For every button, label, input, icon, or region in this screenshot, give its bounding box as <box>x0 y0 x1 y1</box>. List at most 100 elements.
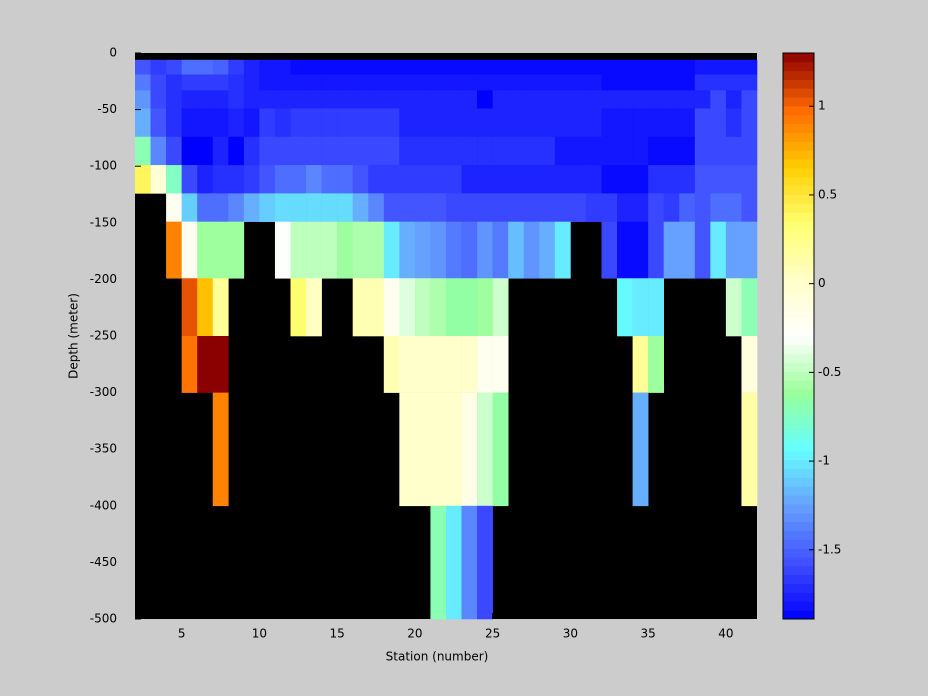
heatmap-cell <box>663 193 680 222</box>
heatmap-cell <box>523 108 540 138</box>
colorbar-step <box>783 344 814 355</box>
heatmap-cell <box>741 108 758 138</box>
heatmap-cell <box>352 165 369 194</box>
heatmap-cell <box>741 165 758 194</box>
colorbar-step <box>783 132 814 142</box>
x-tick-label: 25 <box>485 627 500 641</box>
heatmap-cell <box>632 193 649 222</box>
x-tick-label: 35 <box>641 627 656 641</box>
heatmap-cell <box>337 108 353 138</box>
heatmap-cell <box>492 221 509 279</box>
colorbar-tick-label: 0 <box>818 276 826 290</box>
heatmap-cell <box>383 165 400 194</box>
heatmap-cell <box>477 336 493 393</box>
heatmap-cell <box>274 193 291 222</box>
heatmap-cell <box>554 74 571 91</box>
y-tick-label: -350 <box>90 442 117 456</box>
colorbar-step <box>783 256 814 266</box>
heatmap-cell <box>632 108 649 138</box>
heatmap-cell <box>617 193 633 222</box>
heatmap-cell <box>243 90 260 109</box>
heatmap-cell <box>135 165 151 194</box>
heatmap-cell <box>274 74 291 91</box>
heatmap-cell <box>446 193 462 222</box>
heatmap-cell <box>492 59 509 75</box>
colorbar-step <box>783 318 814 328</box>
heatmap-cell <box>352 193 369 222</box>
heatmap-cell <box>694 221 711 279</box>
heatmap-cell <box>399 59 416 75</box>
heatmap-cell <box>212 165 229 194</box>
colorbar-step <box>783 274 814 284</box>
heatmap-cell <box>383 74 400 91</box>
heatmap-cell <box>461 74 478 91</box>
heatmap-cell <box>337 90 353 109</box>
colorbar-step <box>783 159 814 169</box>
heatmap-cell <box>383 278 400 337</box>
colorbar-step <box>783 371 814 381</box>
heatmap-cell <box>461 221 478 279</box>
heatmap-cell <box>461 108 478 138</box>
heatmap-cell <box>585 59 602 75</box>
heatmap-cell <box>414 193 431 222</box>
heatmap-cell <box>430 108 447 138</box>
heatmap-cell <box>477 278 493 337</box>
heatmap-cell <box>523 90 540 109</box>
colorbar-step <box>783 450 814 461</box>
heatmap-cell <box>539 193 556 222</box>
heatmap-cell <box>601 108 618 138</box>
heatmap-cell <box>461 392 478 507</box>
colorbar-step <box>783 167 814 178</box>
heatmap-cell <box>150 165 167 194</box>
colorbar-step <box>783 336 814 346</box>
heatmap-cell <box>321 165 338 194</box>
heatmap-cell <box>337 193 353 222</box>
colorbar-frame <box>782 52 815 620</box>
colorbar-step <box>783 442 814 452</box>
colorbar-step <box>783 512 814 523</box>
heatmap-cell <box>679 136 696 166</box>
heatmap-cell <box>306 74 322 91</box>
heatmap-cell <box>430 90 447 109</box>
colorbar-step <box>783 88 814 98</box>
heatmap-cell <box>648 193 664 222</box>
heatmap-cell <box>290 74 307 91</box>
heatmap-cell <box>617 136 633 166</box>
heatmap-cell <box>181 165 198 194</box>
colorbar-step <box>783 221 814 231</box>
heatmap-cell <box>679 59 696 75</box>
heatmap-cell <box>741 278 758 337</box>
x-axis-label: Station (number) <box>386 650 489 664</box>
heatmap-cell <box>368 108 385 138</box>
heatmap-cell <box>383 336 400 393</box>
heatmap-cell <box>523 136 540 166</box>
heatmap-cell <box>492 165 509 194</box>
heatmap-cell <box>725 221 742 279</box>
heatmap-cell <box>539 221 556 279</box>
heatmap-cell <box>632 59 649 75</box>
colorbar-step <box>783 433 814 443</box>
heatmap-cell <box>290 221 307 279</box>
heatmap-cell <box>383 221 400 279</box>
heatmap-cell <box>414 165 431 194</box>
heatmap-cell <box>368 278 385 337</box>
heatmap-cell <box>725 74 742 91</box>
heatmap-cell <box>617 278 633 337</box>
heatmap-cell <box>508 193 525 222</box>
y-tick-label: -200 <box>90 272 117 286</box>
heatmap-cell <box>461 165 478 194</box>
heatmap-cell <box>414 90 431 109</box>
heatmap-cell <box>663 59 680 75</box>
heatmap-cell <box>135 108 151 138</box>
heatmap-cell <box>383 193 400 222</box>
heatmap-cell <box>399 193 416 222</box>
colorbar-tick-label: -0.5 <box>818 365 841 379</box>
heatmap-cell <box>259 136 276 166</box>
heatmap-cell <box>274 108 291 138</box>
heatmap-cell <box>321 90 338 109</box>
colorbar-step <box>783 557 814 567</box>
heatmap-cell <box>570 59 587 75</box>
heatmap-cell <box>135 74 151 91</box>
heatmap-cell <box>306 136 322 166</box>
heatmap-cell <box>228 193 245 222</box>
